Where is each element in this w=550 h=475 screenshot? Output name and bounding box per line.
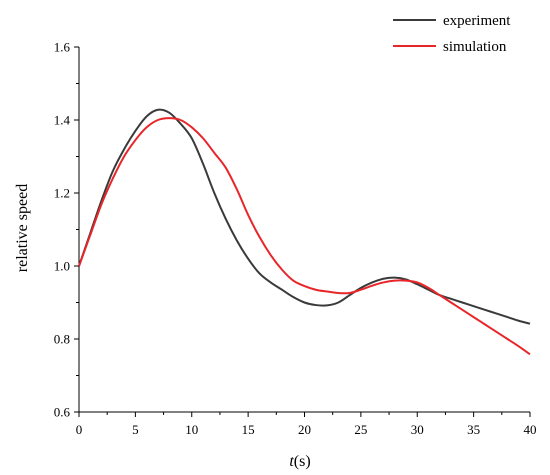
x-tick-label: 40 bbox=[524, 422, 537, 437]
legend-label-simulation: simulation bbox=[443, 39, 507, 55]
x-axis-label: t(s) bbox=[289, 453, 310, 470]
x-tick-label: 10 bbox=[185, 422, 198, 437]
x-tick-label: 25 bbox=[354, 422, 367, 437]
y-tick-label: 0.6 bbox=[54, 405, 71, 420]
y-tick-label: 1.0 bbox=[54, 259, 70, 274]
series-line-experiment bbox=[78, 108, 531, 325]
y-tick-label: 1.6 bbox=[54, 40, 71, 55]
y-axis-label: relative speed bbox=[14, 184, 31, 272]
x-tick-label: 5 bbox=[132, 422, 139, 437]
y-tick-label: 1.2 bbox=[54, 186, 70, 201]
x-tick-label: 35 bbox=[467, 422, 480, 437]
y-tick-label: 0.8 bbox=[54, 332, 70, 347]
series-layer bbox=[78, 108, 531, 356]
x-tick-label: 30 bbox=[411, 422, 424, 437]
legend-label-experiment: experiment bbox=[443, 13, 511, 29]
legend: experiment simulation bbox=[393, 13, 511, 55]
x-tick-label: 0 bbox=[76, 422, 83, 437]
x-tick-label: 15 bbox=[242, 422, 255, 437]
x-axis-label-variable: t bbox=[289, 453, 294, 470]
x-axis-label-unit: (s) bbox=[294, 453, 311, 470]
x-tick-label: 20 bbox=[298, 422, 311, 437]
y-tick-label: 1.4 bbox=[54, 113, 71, 128]
series-line-simulation bbox=[78, 117, 531, 356]
axes: 0 5 10 15 20 25 30 35 40 0.6 0.8 1.0 1.2 1.4 1.6 bbox=[54, 40, 537, 438]
